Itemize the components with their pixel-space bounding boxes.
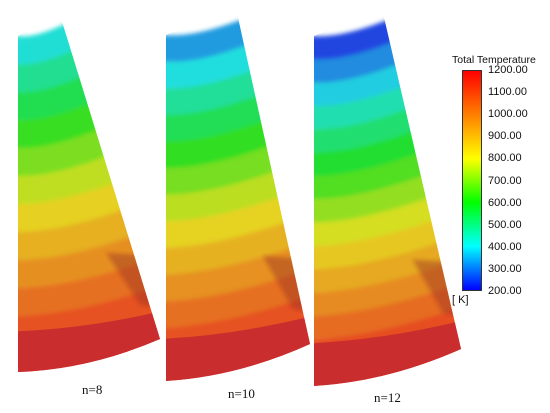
contour-panel-n8 [18, 15, 160, 372]
legend-ticks: 1200.00 1100.00 1000.00 900.00 800.00 700.00 6… [488, 64, 548, 297]
contour-panel-n12 [314, 13, 461, 386]
hot-rim-region [314, 315, 461, 386]
contour-panel-n10 [166, 13, 310, 381]
legend-tick-label: 300.00 [488, 262, 522, 275]
legend-title: Total Temperature [452, 54, 536, 66]
panel-label-n8: n=8 [82, 382, 103, 397]
shock-streak [106, 252, 154, 307]
legend-tick-label: 1200.00 [488, 64, 528, 76]
legend-tick-label: 700.00 [488, 174, 522, 187]
legend-tick-label: 1000.00 [488, 108, 528, 121]
temperature-band [314, 188, 460, 248]
surface-sheen [166, 13, 310, 381]
temperature-band [166, 238, 310, 304]
legend-tick-label: 800.00 [488, 152, 522, 165]
hot-rim-region [18, 306, 160, 372]
surface-sheen [18, 15, 160, 372]
panel-label-n10: n=10 [228, 386, 255, 401]
legend-tick-label: 600.00 [488, 196, 522, 209]
legend-color-bar [462, 70, 482, 291]
legend-unit: [ K] [452, 294, 469, 306]
legend-tick-label: 200.00 [488, 285, 522, 297]
temperature-band [314, 210, 461, 272]
legend-tick-label: 900.00 [488, 130, 522, 143]
hot-rim-region [166, 310, 310, 381]
temperature-band [314, 233, 461, 295]
legend-tick-label: 500.00 [488, 218, 522, 231]
legend-tick-label: 400.00 [488, 240, 522, 253]
temperature-band [166, 212, 310, 277]
surface-sheen [314, 13, 461, 386]
temperature-band [314, 277, 461, 342]
legend-tick-label: 1100.00 [488, 86, 527, 99]
panel-label-n12: n=12 [374, 390, 401, 405]
